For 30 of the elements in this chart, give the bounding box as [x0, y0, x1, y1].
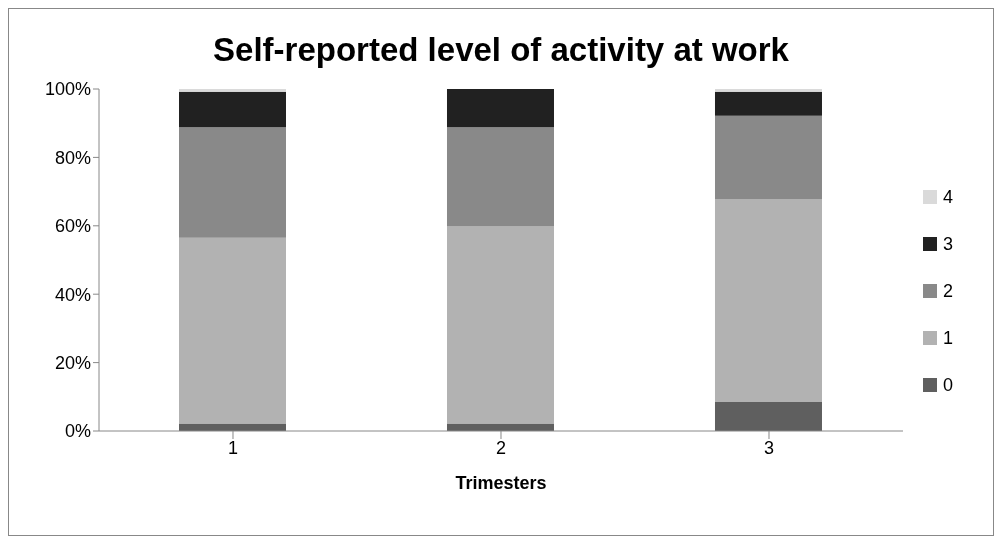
y-tick-label: 40%	[54, 284, 91, 305]
y-tick-label: 20%	[54, 352, 91, 373]
bar	[446, 423, 554, 431]
y-tick-label: 100%	[44, 79, 91, 100]
bar	[714, 89, 822, 92]
x-tick-label: 3	[763, 437, 774, 458]
y-tick-label: 0%	[64, 421, 91, 442]
legend-label: 2	[942, 280, 953, 302]
x-tick-label: 1	[227, 437, 239, 458]
legend-label: 1	[942, 327, 953, 349]
bar	[179, 89, 286, 92]
bar	[714, 91, 822, 116]
bar	[714, 199, 822, 402]
y-tick-label: 60%	[54, 216, 91, 237]
bar	[446, 226, 554, 424]
bar	[179, 91, 286, 128]
bar	[446, 89, 554, 128]
bar	[714, 115, 822, 200]
chart-title: Self-reported level of activity at work	[212, 31, 790, 70]
bar	[714, 401, 822, 431]
legend-label: 4	[942, 186, 953, 208]
bar	[179, 237, 286, 424]
x-tick-label: 2	[495, 437, 506, 458]
bar	[446, 127, 554, 227]
legend-label: 3	[942, 233, 953, 255]
y-tick-label: 80%	[54, 147, 91, 168]
bar	[179, 423, 286, 431]
legend-label: 0	[942, 374, 953, 396]
x-axis-title: Trimesters	[455, 473, 547, 493]
bar	[179, 127, 286, 238]
